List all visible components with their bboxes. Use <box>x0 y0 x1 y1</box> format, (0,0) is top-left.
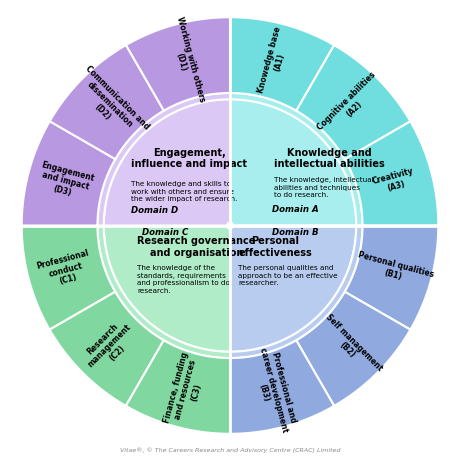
Text: Domain A: Domain A <box>271 205 318 214</box>
Text: Research governance
and organisation: Research governance and organisation <box>137 236 255 258</box>
Polygon shape <box>230 226 362 358</box>
Text: Cognitive abilities
(A2): Cognitive abilities (A2) <box>315 71 384 139</box>
Text: Vitae®, © The Careers Research and Advisory Centre (CRAC) Limited: Vitae®, © The Careers Research and Advis… <box>119 448 340 454</box>
Text: Engagement,
influence and impact: Engagement, influence and impact <box>131 148 246 169</box>
Polygon shape <box>230 99 355 226</box>
Text: Personal
effectiveness: Personal effectiveness <box>238 236 312 258</box>
Polygon shape <box>126 17 230 111</box>
Text: Professional
conduct
(C1): Professional conduct (C1) <box>35 248 95 291</box>
Text: Engagement
and impact
(D3): Engagement and impact (D3) <box>35 160 95 203</box>
Polygon shape <box>50 292 163 406</box>
Polygon shape <box>230 226 355 352</box>
Polygon shape <box>230 341 333 434</box>
Polygon shape <box>126 341 230 434</box>
Text: Domain C: Domain C <box>141 228 188 237</box>
Polygon shape <box>97 93 230 226</box>
Text: Domain D: Domain D <box>131 206 178 215</box>
Text: Creativity
(A3): Creativity (A3) <box>371 167 417 196</box>
Text: Working with others
(D1): Working with others (D1) <box>165 16 206 106</box>
Text: Communication and
dissemination
(D2): Communication and dissemination (D2) <box>68 64 150 146</box>
Text: The knowledge, intellectual
abilities and techniques
to do research.: The knowledge, intellectual abilities an… <box>274 177 373 198</box>
Text: Research
management
(C2): Research management (C2) <box>78 316 140 377</box>
Text: The knowledge and skills to
work with others and ensure
the wider impact of rese: The knowledge and skills to work with ot… <box>131 181 237 203</box>
Polygon shape <box>22 122 115 226</box>
Polygon shape <box>22 226 115 330</box>
Text: Self management
(B2): Self management (B2) <box>316 312 383 380</box>
Text: Knowedge base
(A1): Knowedge base (A1) <box>255 25 291 97</box>
Text: Finance, funding
and resources
(C3): Finance, funding and resources (C3) <box>162 351 209 429</box>
Polygon shape <box>50 45 163 159</box>
Polygon shape <box>344 122 437 226</box>
Polygon shape <box>296 292 409 406</box>
Text: Personal qualities
(B1): Personal qualities (B1) <box>353 250 434 289</box>
Text: Knowledge and
intellectual abilities: Knowledge and intellectual abilities <box>274 148 384 169</box>
Polygon shape <box>97 226 230 358</box>
Text: Domain B: Domain B <box>271 228 318 237</box>
Polygon shape <box>344 226 437 330</box>
Text: The personal qualities and
approach to be an effective
researcher.: The personal qualities and approach to b… <box>238 266 337 286</box>
Circle shape <box>226 222 233 229</box>
Polygon shape <box>230 17 333 111</box>
Polygon shape <box>296 45 409 159</box>
Polygon shape <box>104 99 230 226</box>
Text: The knowledge of the
standards, requirements
and professionalism to do
research.: The knowledge of the standards, requirem… <box>137 266 230 294</box>
Text: Professional and
career development
(B3): Professional and career development (B3) <box>248 344 299 436</box>
Polygon shape <box>104 226 230 352</box>
Polygon shape <box>230 93 362 226</box>
